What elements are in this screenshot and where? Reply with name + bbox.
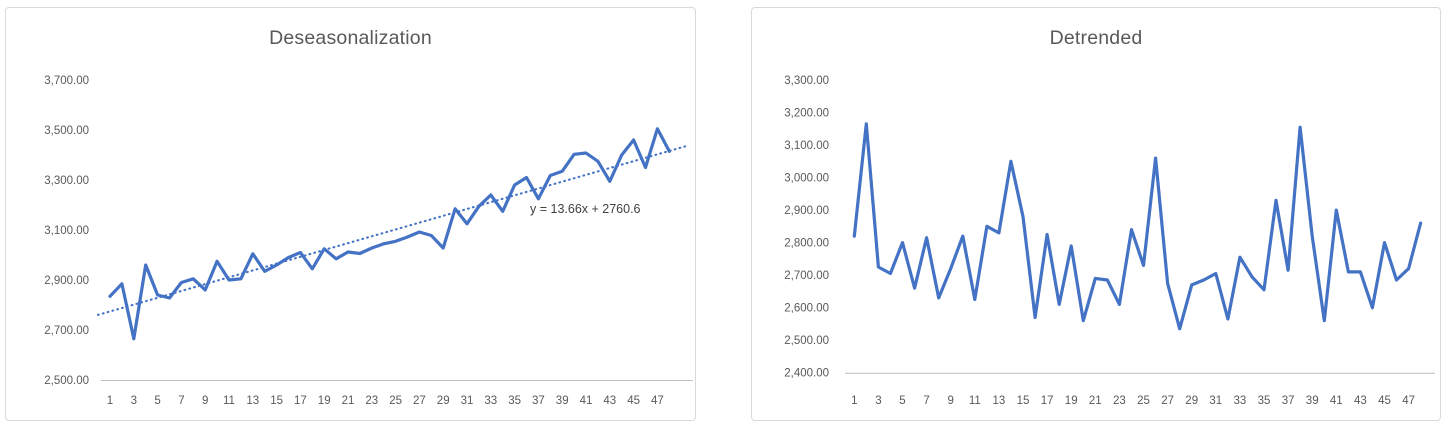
x-axis-tick-label: 1 (107, 395, 113, 407)
x-axis-tick-label: 43 (603, 395, 616, 407)
x-axis-tick-label: 29 (1185, 395, 1198, 407)
x-axis-tick-label: 1 (851, 395, 857, 407)
y-axis-tick-label: 3,100.00 (784, 140, 829, 152)
x-axis-tick-label: 17 (1041, 395, 1054, 407)
y-axis-tick-label: 3,700.00 (44, 75, 89, 87)
x-axis-tick-label: 27 (413, 395, 426, 407)
x-axis-tick-label: 25 (1137, 395, 1150, 407)
x-axis-tick-label: 41 (1330, 395, 1343, 407)
y-axis-tick-label: 2,700.00 (784, 270, 829, 282)
x-axis-tick-label: 41 (580, 395, 593, 407)
x-axis-tick-label: 45 (627, 395, 640, 407)
x-axis-tick-label: 23 (1113, 395, 1126, 407)
x-axis-tick-label: 43 (1354, 395, 1367, 407)
x-axis-tick-label: 31 (461, 395, 474, 407)
x-axis[interactable]: 1 3 5 7 9 11 13 15 17 19 21 23 25 27 29 31 33 35 37 39 41 43 4… (107, 395, 664, 407)
y-axis[interactable]: 3,700.00 3,500.00 3,300.00 3,100.00 2,900.00… (44, 75, 89, 387)
chart-title-deseasonalization: Deseasonalization (269, 27, 432, 49)
x-axis-tick-label: 9 (947, 395, 953, 407)
y-axis-tick-label: 3,300.00 (44, 175, 89, 187)
x-axis-tick-label: 27 (1161, 395, 1174, 407)
x-axis-tick-label: 31 (1209, 395, 1222, 407)
x-axis-tick-label: 15 (1017, 395, 1030, 407)
x-axis-tick-label: 39 (556, 395, 569, 407)
x-axis-tick-label: 5 (899, 395, 905, 407)
y-axis-tick-label: 2,800.00 (784, 238, 829, 250)
chart-panel-deseasonalization[interactable]: 3,700.00 3,500.00 3,300.00 3,100.00 2,900.00… (5, 7, 696, 421)
x-axis-tick-label: 3 (875, 395, 881, 407)
x-axis-tick-label: 47 (1402, 395, 1415, 407)
x-axis-tick-label: 9 (202, 395, 208, 407)
x-axis-tick-label: 33 (484, 395, 497, 407)
deseasonalization-line-chart: 3,700.00 3,500.00 3,300.00 3,100.00 2,900.00… (44, 75, 693, 407)
trendline-equation-label[interactable]: y = 13.66x + 2760.6 (530, 202, 641, 216)
x-axis-tick-label: 11 (223, 395, 235, 407)
x-axis-tick-label: 35 (508, 395, 521, 407)
x-axis-tick-label: 33 (1234, 395, 1247, 407)
x-axis-tick-label: 45 (1378, 395, 1391, 407)
x-axis-tick-label: 47 (651, 395, 664, 407)
x-axis-tick-label: 7 (923, 395, 929, 407)
y-axis-tick-label: 2,700.00 (44, 325, 89, 337)
x-axis-tick-label: 23 (365, 395, 378, 407)
x-axis-tick-label: 3 (131, 395, 137, 407)
data-series-line[interactable] (108, 127, 671, 341)
x-axis-tick-label: 19 (1065, 395, 1078, 407)
y-axis-tick-label: 2,400.00 (784, 368, 829, 380)
x-axis-tick-label: 13 (246, 395, 259, 407)
x-axis-tick-label: 5 (154, 395, 160, 407)
x-axis-tick-label: 25 (389, 395, 402, 407)
x-axis-tick-label: 29 (437, 395, 450, 407)
x-axis-tick-label: 37 (532, 395, 545, 407)
chart-panel-detrended[interactable]: 3,300.00 3,200.00 3,100.00 3,000.00 2,900.00… (751, 7, 1441, 421)
x-axis-tick-label: 15 (270, 395, 283, 407)
linear-trendline-dotted[interactable] (96, 145, 688, 316)
y-axis-tick-label: 2,900.00 (784, 205, 829, 217)
x-axis[interactable]: 1 3 5 7 9 11 13 15 17 19 21 23 25 27 29 31 33 35 37 39 41 43 4… (851, 395, 1415, 407)
x-axis-tick-label: 21 (1089, 395, 1102, 407)
y-axis-tick-label: 2,500.00 (784, 335, 829, 347)
y-axis-tick-label: 3,000.00 (784, 173, 829, 185)
x-axis-tick-label: 37 (1282, 395, 1295, 407)
x-axis-tick-label: 21 (342, 395, 355, 407)
x-axis-tick-label: 7 (178, 395, 184, 407)
y-axis-tick-label: 2,500.00 (44, 375, 89, 387)
y-axis-tick-label: 3,100.00 (44, 225, 89, 237)
x-axis-tick-label: 39 (1306, 395, 1319, 407)
y-axis-tick-label: 2,600.00 (784, 303, 829, 315)
data-series-line[interactable] (852, 122, 1423, 331)
x-axis-tick-label: 11 (969, 395, 981, 407)
detrended-line-chart: 3,300.00 3,200.00 3,100.00 3,000.00 2,900.00… (784, 75, 1435, 407)
x-axis-tick-label: 35 (1258, 395, 1271, 407)
x-axis-tick-label: 17 (294, 395, 307, 407)
y-axis-tick-label: 3,500.00 (44, 125, 89, 137)
x-axis-tick-label: 13 (993, 395, 1006, 407)
y-axis-tick-label: 2,900.00 (44, 275, 89, 287)
x-axis-tick-label: 19 (318, 395, 331, 407)
y-axis[interactable]: 3,300.00 3,200.00 3,100.00 3,000.00 2,900.00… (784, 75, 829, 380)
y-axis-tick-label: 3,300.00 (784, 75, 829, 87)
y-axis-tick-label: 3,200.00 (784, 108, 829, 120)
chart-title-detrended: Detrended (1049, 27, 1143, 49)
